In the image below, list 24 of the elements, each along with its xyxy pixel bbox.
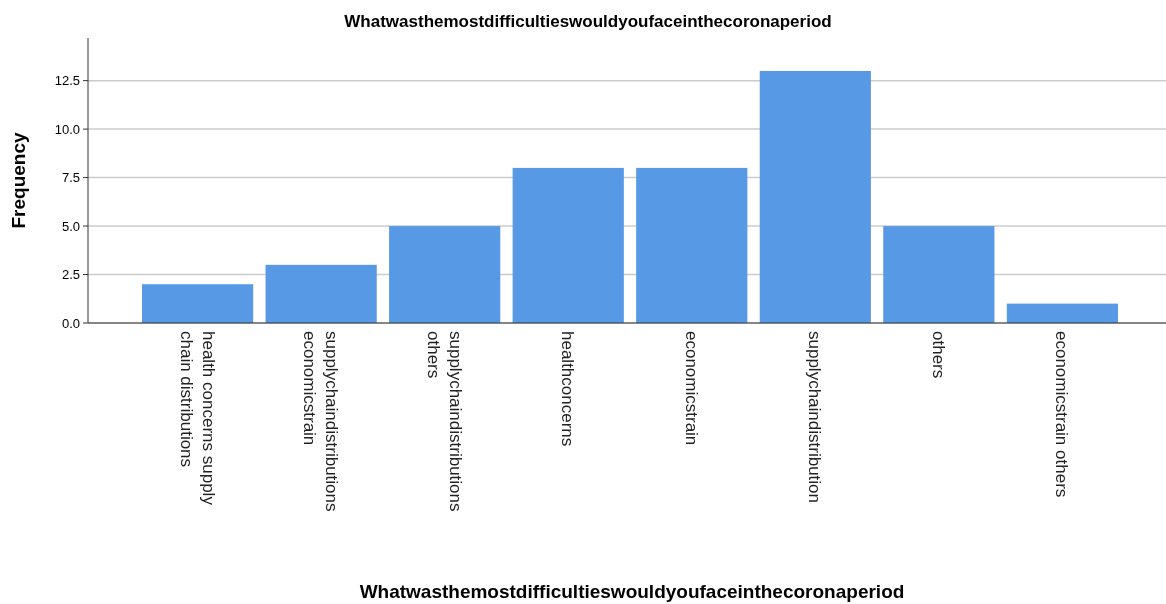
x-tick-label: economicstrain bbox=[681, 331, 701, 446]
bar bbox=[512, 167, 624, 323]
y-tick-label: 7.5 bbox=[61, 170, 80, 186]
bar bbox=[636, 167, 748, 323]
bar bbox=[759, 70, 871, 323]
y-tick-label: 2.5 bbox=[61, 267, 80, 283]
x-tick-label: healthconcerns bbox=[558, 331, 578, 447]
y-tick-label: 5.0 bbox=[61, 218, 80, 234]
x-tick-label: health concerns supply chain distributions bbox=[176, 331, 218, 506]
y-axis-title: Frequency bbox=[8, 132, 29, 229]
x-axis-title: Whatwasthemostdifficultieswouldyoufaceinthecoronaperiod bbox=[359, 581, 905, 602]
x-tick-label: supplychaindistribution bbox=[805, 331, 825, 503]
x-tick-label: supplychaindistributions others bbox=[423, 331, 465, 512]
x-tick-label: others bbox=[928, 331, 948, 379]
y-tick-label: 10.0 bbox=[54, 121, 80, 137]
y-tick-label: 0.0 bbox=[61, 315, 80, 331]
x-tick-label: economicstrain others bbox=[1052, 331, 1072, 498]
bar bbox=[1006, 303, 1118, 323]
bar bbox=[265, 264, 377, 323]
chart-title: Whatwasthemostdifficultieswouldyoufaceinthecoronaperiod bbox=[344, 12, 832, 31]
bar bbox=[883, 226, 995, 323]
bar bbox=[142, 284, 254, 323]
y-tick-label: 12.5 bbox=[54, 73, 80, 89]
bar bbox=[389, 226, 501, 323]
